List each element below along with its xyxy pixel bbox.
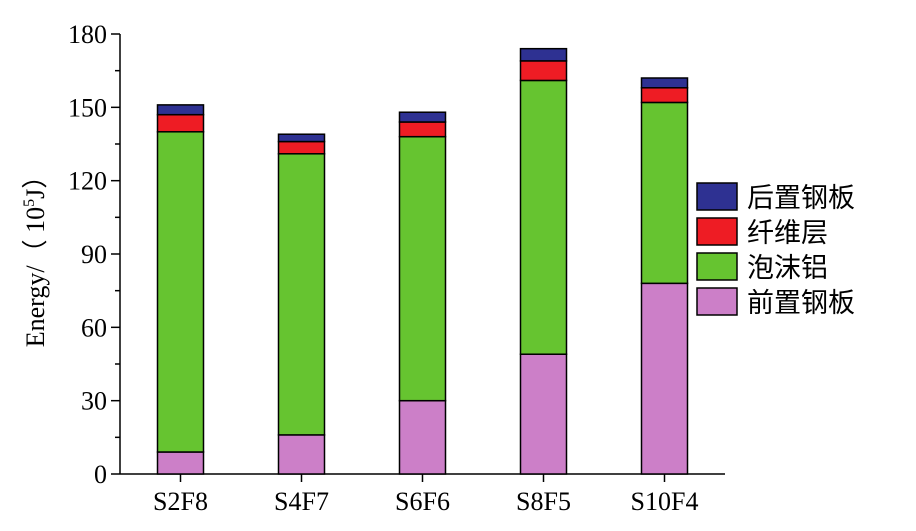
y-axis-title-prefix: Energy/（ 10	[21, 207, 50, 347]
bar-segment	[640, 101, 689, 285]
legend-label: 前置钢板	[747, 288, 855, 319]
y-axis-title: Energy/（ 105J）	[21, 163, 50, 347]
bar-segment	[156, 451, 205, 475]
legend-label: 后置钢板	[747, 183, 855, 214]
x-tick-label: S2F8	[153, 487, 208, 516]
bar-segment	[519, 60, 568, 82]
y-tick-label: 60	[81, 313, 107, 342]
y-tick-label: 30	[81, 387, 107, 416]
x-tick-label: S8F5	[516, 487, 571, 516]
bar-segment	[398, 111, 447, 123]
y-tick-label: 150	[68, 93, 107, 122]
bar-segment	[398, 135, 447, 402]
y-tick-label: 90	[81, 240, 107, 269]
bar-segment	[519, 47, 568, 62]
bar-segment	[277, 133, 326, 143]
y-axis-title-suffix: J）	[21, 163, 50, 199]
y-tick-label: 0	[94, 460, 107, 489]
legend-label: 泡沫铝	[747, 253, 828, 284]
y-tick-label: 120	[68, 167, 107, 196]
y-tick-label: 180	[68, 20, 107, 49]
x-tick-label: S10F4	[631, 487, 699, 516]
bar-segment	[156, 113, 205, 133]
bar-segment	[640, 87, 689, 104]
y-axis-title-sup: 5	[21, 199, 38, 207]
legend-swatch	[696, 252, 738, 281]
bar-segment	[519, 79, 568, 355]
legend-label: 纤维层	[747, 218, 828, 249]
legend-swatch	[696, 217, 738, 246]
bar-segment	[398, 121, 447, 138]
legend-swatch	[696, 182, 738, 211]
bar-segment	[277, 153, 326, 436]
x-tick-label: S6F6	[395, 487, 450, 516]
bar-segment	[277, 434, 326, 475]
bar-segment	[277, 140, 326, 155]
bar-segment	[640, 77, 689, 89]
bar-segment	[156, 104, 205, 116]
bars	[156, 47, 689, 475]
bar-segment	[640, 282, 689, 475]
bar-segment	[519, 353, 568, 475]
x-tick-label: S4F7	[274, 487, 329, 516]
axes: 0 30 60 90 120 150 180 S2F8 S4F7 S6F6 S8F5 S10F4	[68, 20, 725, 516]
bar-segment	[398, 399, 447, 475]
legend-swatch	[696, 287, 738, 316]
bar-segment	[156, 131, 205, 453]
